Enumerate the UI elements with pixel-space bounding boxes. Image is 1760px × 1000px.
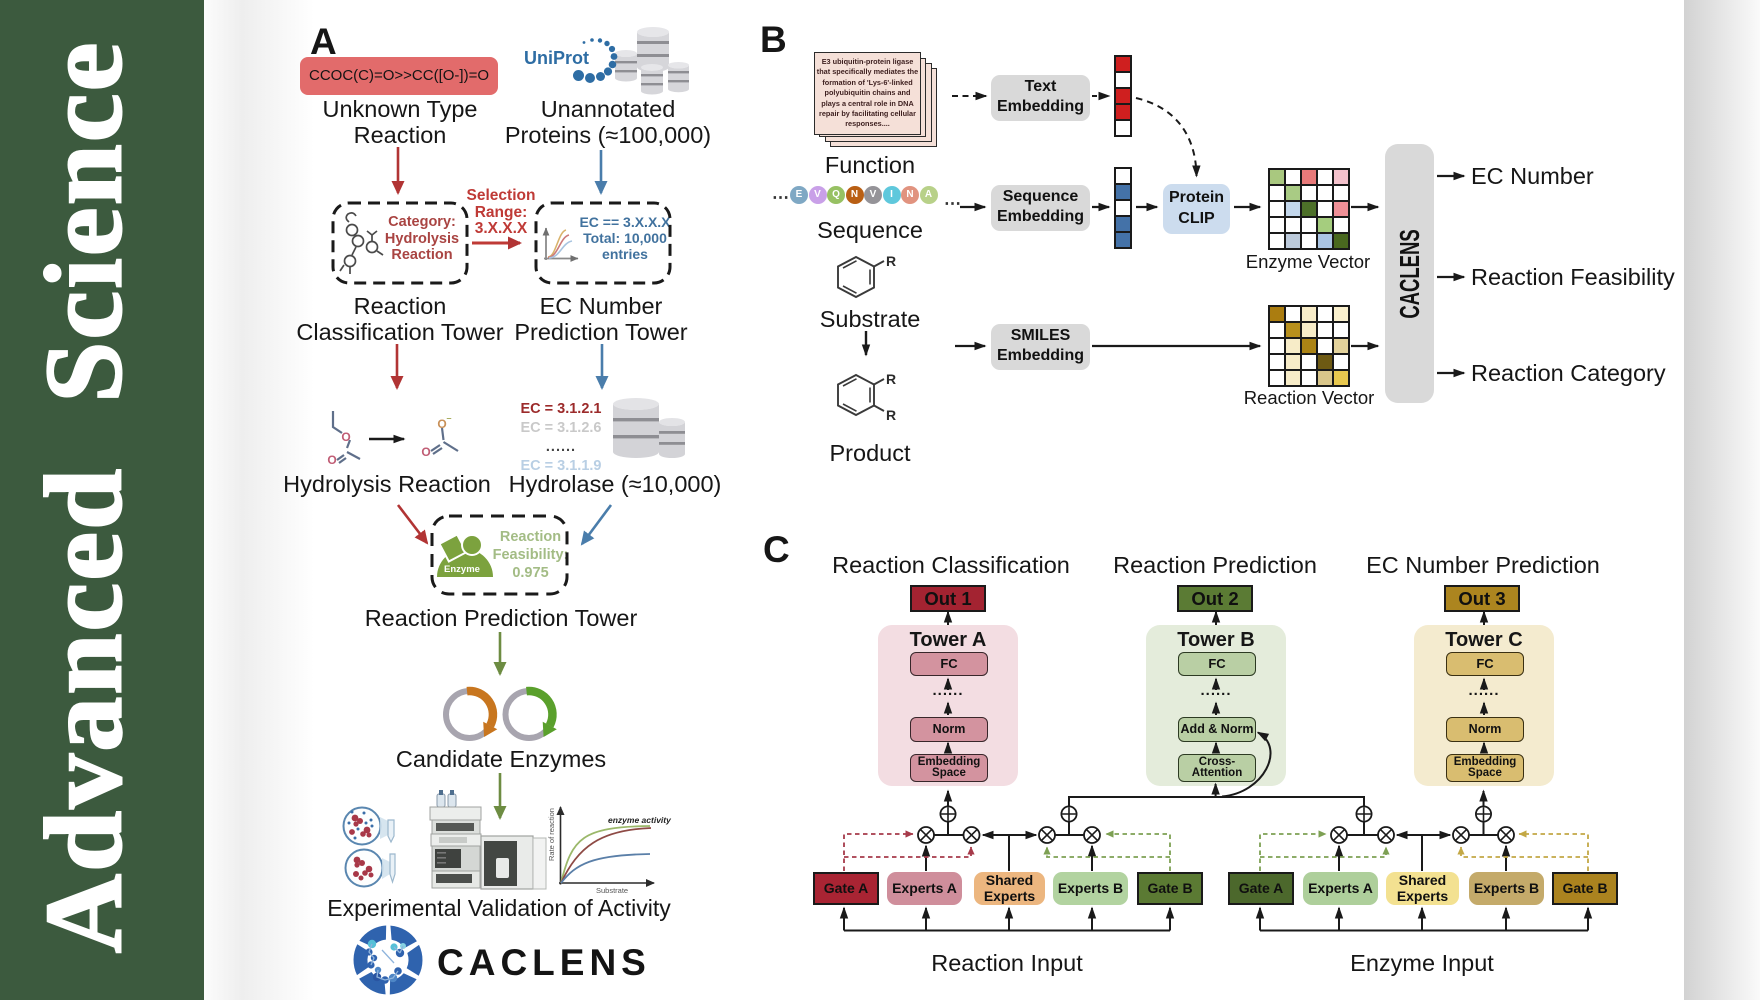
svg-text:O: O — [341, 430, 350, 444]
svg-text:R: R — [886, 253, 896, 269]
svg-text:R: R — [886, 407, 896, 423]
svg-text:O: O — [327, 453, 336, 467]
svg-text:R: R — [886, 371, 896, 387]
svg-text:O: O — [437, 417, 446, 431]
svg-text:Rate of reaction: Rate of reaction — [547, 808, 556, 861]
svg-text:Substrate: Substrate — [596, 886, 628, 895]
svg-text:–: – — [446, 413, 451, 423]
svg-text:enzyme activity: enzyme activity — [608, 815, 672, 825]
svg-text:O: O — [421, 445, 430, 459]
svg-text:Enzyme: Enzyme — [444, 564, 480, 575]
